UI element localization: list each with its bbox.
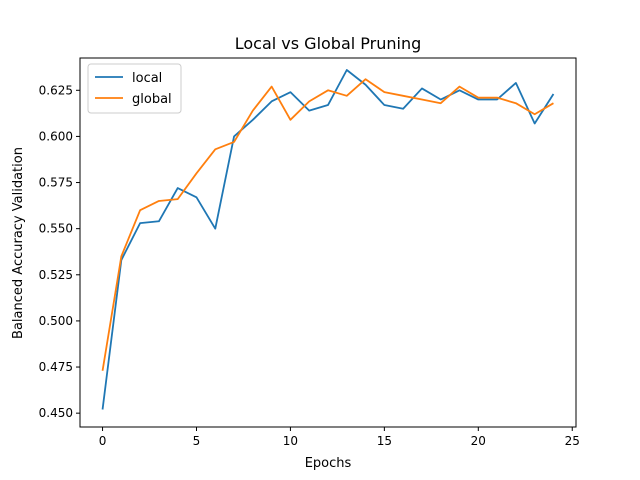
y-tick-label: 0.600 — [39, 129, 73, 143]
y-tick-label: 0.550 — [39, 222, 73, 236]
x-axis-label: Epochs — [305, 456, 352, 471]
x-axis: 0 5 10 15 20 25 — [99, 427, 580, 448]
y-tick-label: 0.500 — [39, 314, 73, 328]
series-lines — [101, 69, 555, 410]
x-tick-label: 25 — [565, 434, 580, 448]
y-axis: 0.450 0.475 0.500 0.525 0.550 0.575 0.600 0.625 — [39, 83, 80, 420]
y-tick-label: 0.475 — [39, 360, 73, 374]
series-line-global — [101, 78, 554, 371]
x-tick-label: 15 — [377, 434, 392, 448]
y-tick-label: 0.625 — [39, 83, 73, 97]
series-line-local — [101, 69, 555, 410]
legend: local global — [87, 63, 182, 114]
x-tick-label: 20 — [471, 434, 486, 448]
y-axis-label: Balanced Accuracy Validation — [11, 147, 26, 339]
plot-frame — [79, 57, 577, 428]
chart-title: Local vs Global Pruning — [235, 34, 422, 53]
x-tick-label: 5 — [193, 434, 201, 448]
legend-label-local: local — [132, 71, 162, 86]
y-tick-label: 0.575 — [39, 176, 73, 190]
x-tick-label: 10 — [283, 434, 298, 448]
plot-area: 0 5 10 15 20 25 0.450 0.475 0.500 0.525 0.550 0.57… — [39, 57, 580, 448]
y-tick-label: 0.450 — [39, 406, 73, 420]
y-tick-label: 0.525 — [39, 268, 73, 282]
x-tick-label: 0 — [99, 434, 107, 448]
legend-label-global: global — [132, 92, 172, 107]
